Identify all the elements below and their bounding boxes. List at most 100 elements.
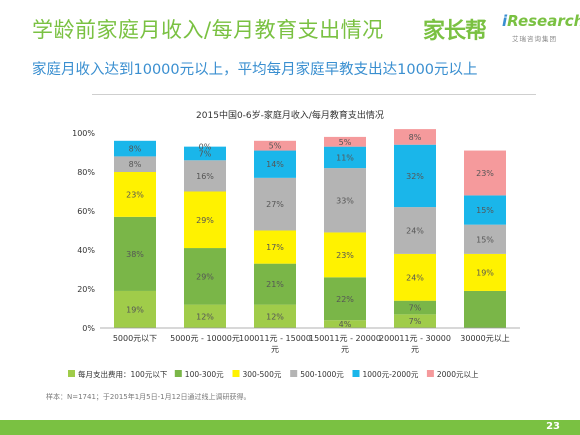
chart-title: 2015中国0-6岁-家庭月收入/每月教育支出情况 bbox=[196, 109, 384, 121]
bar-segment bbox=[324, 136, 366, 147]
bar-segment bbox=[324, 277, 366, 321]
bar-segment bbox=[464, 195, 506, 225]
data-label: 7% bbox=[409, 304, 422, 313]
y-tick-label: 20% bbox=[77, 285, 95, 294]
y-tick-label: 60% bbox=[77, 207, 95, 216]
bar-segment bbox=[254, 230, 296, 264]
data-label: 23% bbox=[126, 190, 144, 199]
bar-segment bbox=[254, 304, 296, 328]
data-label: 17% bbox=[266, 243, 284, 252]
x-tick-label: 元 bbox=[341, 345, 349, 354]
data-label: 8% bbox=[409, 133, 422, 142]
jiazhangbang-logo: 家长帮 bbox=[423, 19, 487, 44]
data-label: 8% bbox=[129, 145, 142, 154]
data-label: 7% bbox=[199, 149, 212, 158]
bar-segment bbox=[184, 191, 226, 249]
y-tick-label: 80% bbox=[77, 168, 95, 177]
data-label: 7% bbox=[409, 317, 422, 326]
data-label: 29% bbox=[196, 272, 214, 281]
legend-label: 300-500元 bbox=[243, 370, 282, 379]
bar-segment bbox=[394, 300, 436, 315]
legend-swatch bbox=[174, 370, 182, 377]
y-tick-label: 0% bbox=[82, 324, 95, 333]
bar-segment bbox=[394, 314, 436, 328]
bar-segment bbox=[114, 216, 156, 291]
footnote: 样本：N=1741；于2015年1月5日-1月12日通过线上调研获得。 bbox=[46, 393, 251, 401]
data-label: 16% bbox=[196, 172, 214, 181]
header-divider bbox=[92, 94, 536, 95]
bar-segment bbox=[464, 150, 506, 196]
bar-segment bbox=[114, 156, 156, 172]
x-tick-label: 150011元 - 20000 bbox=[309, 334, 381, 343]
bar-segment bbox=[464, 253, 506, 291]
data-label: 14% bbox=[266, 160, 284, 169]
bar-segment bbox=[324, 232, 366, 278]
bar-segment bbox=[464, 290, 506, 328]
bar-segment bbox=[394, 253, 436, 301]
data-label: 33% bbox=[336, 196, 354, 205]
data-label: 27% bbox=[266, 200, 284, 209]
iresearch-logo-cn: 艾瑞咨询集团 bbox=[512, 35, 557, 43]
iresearch-logo: iResearch bbox=[502, 12, 580, 30]
legend-label: 每月支出费用：100元以下 bbox=[78, 369, 168, 379]
data-label: 12% bbox=[196, 312, 214, 321]
data-label: 0% bbox=[199, 143, 212, 152]
data-label: 12% bbox=[266, 312, 284, 321]
data-label: 11% bbox=[336, 153, 354, 162]
y-tick-label: 100% bbox=[72, 129, 95, 138]
bar-segment bbox=[114, 290, 156, 328]
bar-segment bbox=[254, 140, 296, 151]
data-label: 5% bbox=[339, 138, 352, 147]
data-label: 29% bbox=[196, 216, 214, 225]
x-tick-label: 元 bbox=[271, 345, 279, 354]
bar-segment bbox=[254, 263, 296, 305]
data-label: 4% bbox=[339, 320, 352, 329]
data-label: 24% bbox=[406, 273, 424, 282]
page-subtitle: 家庭月收入达到10000元以上，平均每月家庭早教支出达1000元以上 bbox=[32, 62, 478, 78]
x-tick-label: 100011元 - 15000 bbox=[239, 334, 311, 343]
legend-label: 100-300元 bbox=[185, 370, 224, 379]
legend-swatch bbox=[426, 370, 434, 377]
data-label: 23% bbox=[336, 251, 354, 260]
bar-segment bbox=[324, 146, 366, 169]
legend-swatch bbox=[290, 370, 298, 377]
legend-swatch bbox=[232, 370, 240, 377]
legend-swatch bbox=[68, 370, 75, 377]
bar-segment bbox=[324, 168, 366, 233]
bar-segment bbox=[324, 320, 366, 328]
bar-segment bbox=[394, 207, 436, 254]
data-label: 38% bbox=[126, 250, 144, 259]
data-label: 15% bbox=[476, 235, 494, 244]
data-label: 5% bbox=[269, 142, 282, 151]
bar-segment bbox=[254, 150, 296, 178]
x-tick-label: 30000元以上 bbox=[460, 334, 509, 343]
data-label: 19% bbox=[126, 305, 144, 314]
bar-segment bbox=[184, 160, 226, 192]
data-label: 8% bbox=[129, 160, 142, 169]
page-number: 23 bbox=[546, 421, 560, 432]
bar-segment bbox=[254, 177, 296, 231]
data-label: 23% bbox=[476, 169, 494, 178]
bar-segment bbox=[184, 304, 226, 328]
x-tick-label: 5000元以下 bbox=[113, 334, 157, 343]
x-tick-label: 200011元 - 30000 bbox=[379, 334, 451, 343]
page-title: 学龄前家庭月收入/每月教育支出情况 bbox=[32, 18, 384, 42]
bar-segment bbox=[184, 248, 226, 305]
legend-label: 2000元以上 bbox=[437, 370, 479, 379]
iresearch-logo-i: i bbox=[502, 12, 508, 30]
stacked-bar-chart: 2015中国0-6岁-家庭月收入/每月教育支出情况 0% 20% 40% 60% 80% 1… bbox=[68, 109, 520, 379]
data-label: 32% bbox=[406, 172, 424, 181]
bottom-bar bbox=[0, 420, 580, 435]
bar-segment bbox=[184, 146, 226, 161]
data-label: 24% bbox=[406, 227, 424, 236]
data-label: 22% bbox=[336, 295, 354, 304]
bar-segment bbox=[394, 144, 436, 208]
x-tick-label: 5000元 - 10000元 bbox=[170, 334, 240, 343]
y-tick-label: 40% bbox=[77, 246, 95, 255]
x-tick-label: 元 bbox=[411, 345, 419, 354]
bar-segment bbox=[114, 140, 156, 157]
legend-label: 1000元-2000元 bbox=[363, 370, 419, 379]
legend-swatch bbox=[352, 370, 360, 377]
data-label: 19% bbox=[476, 268, 494, 277]
bar-segment bbox=[394, 129, 436, 145]
